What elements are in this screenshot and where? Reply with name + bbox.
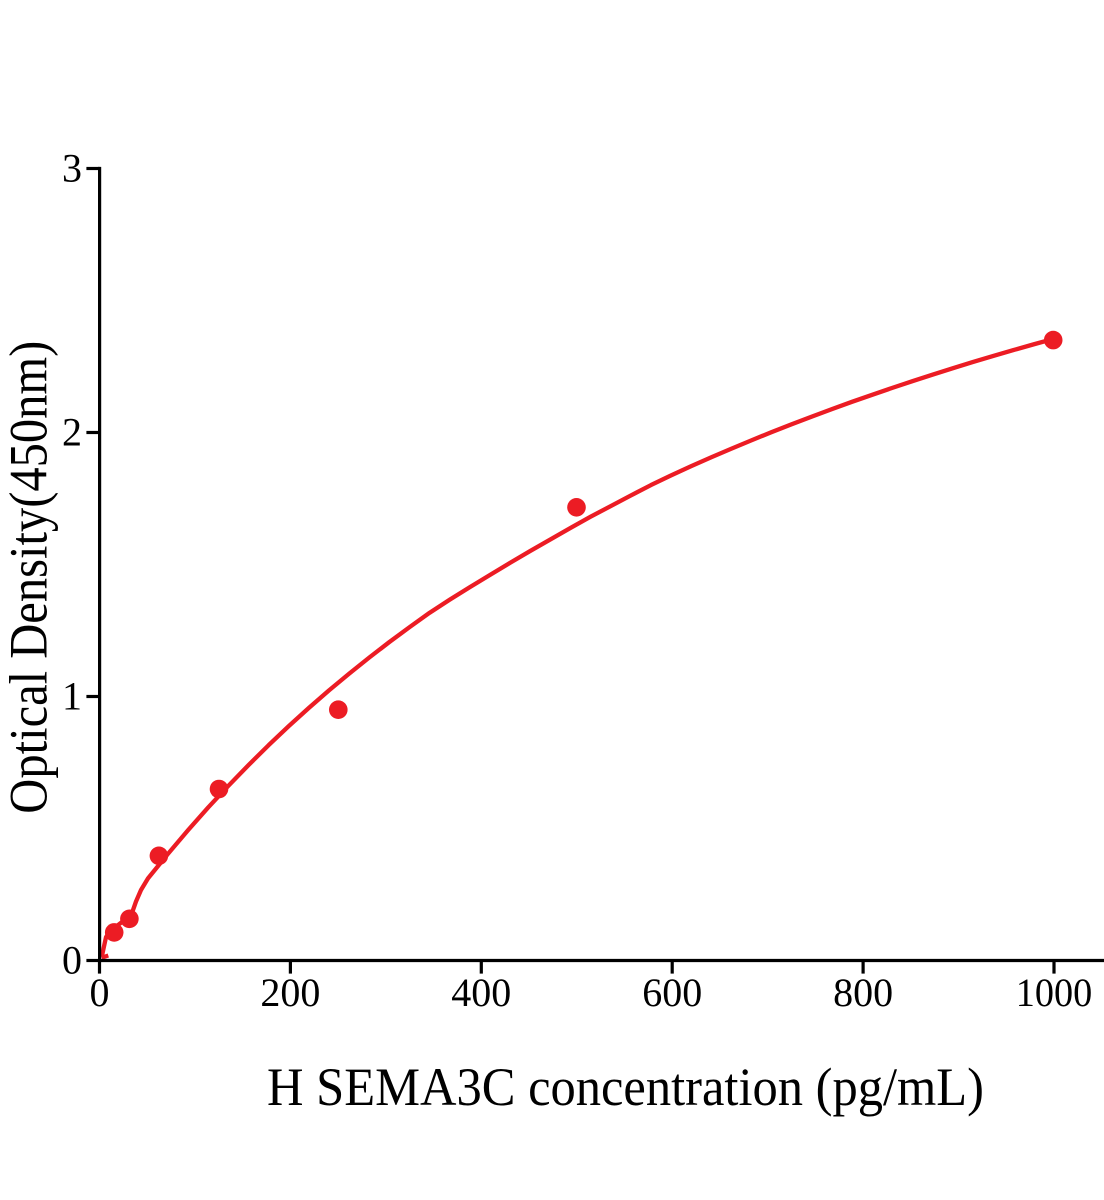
- svg-text:800: 800: [833, 970, 893, 1015]
- svg-text:400: 400: [451, 970, 511, 1015]
- svg-text:3: 3: [62, 146, 82, 191]
- svg-text:1000: 1000: [1016, 970, 1093, 1015]
- svg-text:600: 600: [642, 970, 702, 1015]
- svg-text:H SEMA3C concentration (pg/mL): H SEMA3C concentration (pg/mL): [267, 1056, 984, 1117]
- svg-text:1: 1: [62, 674, 82, 719]
- svg-text:0: 0: [62, 938, 82, 983]
- svg-text:200: 200: [260, 970, 320, 1015]
- svg-text:Optical Density(450nm): Optical Density(450nm): [0, 341, 59, 814]
- svg-text:0: 0: [90, 970, 110, 1015]
- svg-text:2: 2: [62, 410, 82, 455]
